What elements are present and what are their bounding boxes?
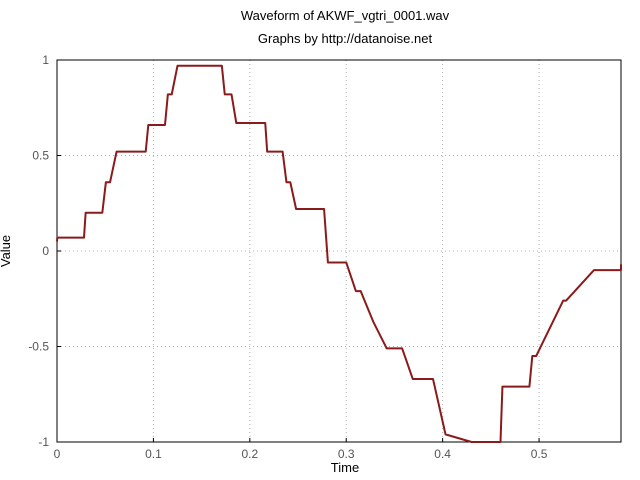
x-tick-label: 0 <box>54 447 61 461</box>
y-tick-label: 0.5 <box>32 149 49 163</box>
grid <box>56 59 621 443</box>
x-axis-label: Time <box>331 460 359 475</box>
y-axis-label: Value <box>0 235 13 267</box>
chart-subtitle: Graphs by http://datanoise.net <box>258 31 433 46</box>
y-tick-label: 1 <box>42 53 49 67</box>
y-tick-label: -1 <box>38 435 49 449</box>
y-axis-ticks: 1 0.5 0 -0.5 -1 <box>28 53 61 449</box>
y-tick-label: 0 <box>42 244 49 258</box>
x-tick-label: 0.4 <box>434 447 451 461</box>
series-layer <box>56 64 622 443</box>
chart-title: Waveform of AKWF_vgtri_0001.wav <box>241 8 450 23</box>
x-tick-label: 0.1 <box>145 447 162 461</box>
waveform-series-line <box>56 64 622 443</box>
x-tick-label: 0.5 <box>531 447 548 461</box>
y-tick-label: -0.5 <box>28 340 49 354</box>
x-tick-label: 0.3 <box>338 447 355 461</box>
x-tick-label: 0.2 <box>241 447 258 461</box>
x-axis-ticks: 0 0.1 0.2 0.3 0.4 0.5 <box>54 438 548 461</box>
